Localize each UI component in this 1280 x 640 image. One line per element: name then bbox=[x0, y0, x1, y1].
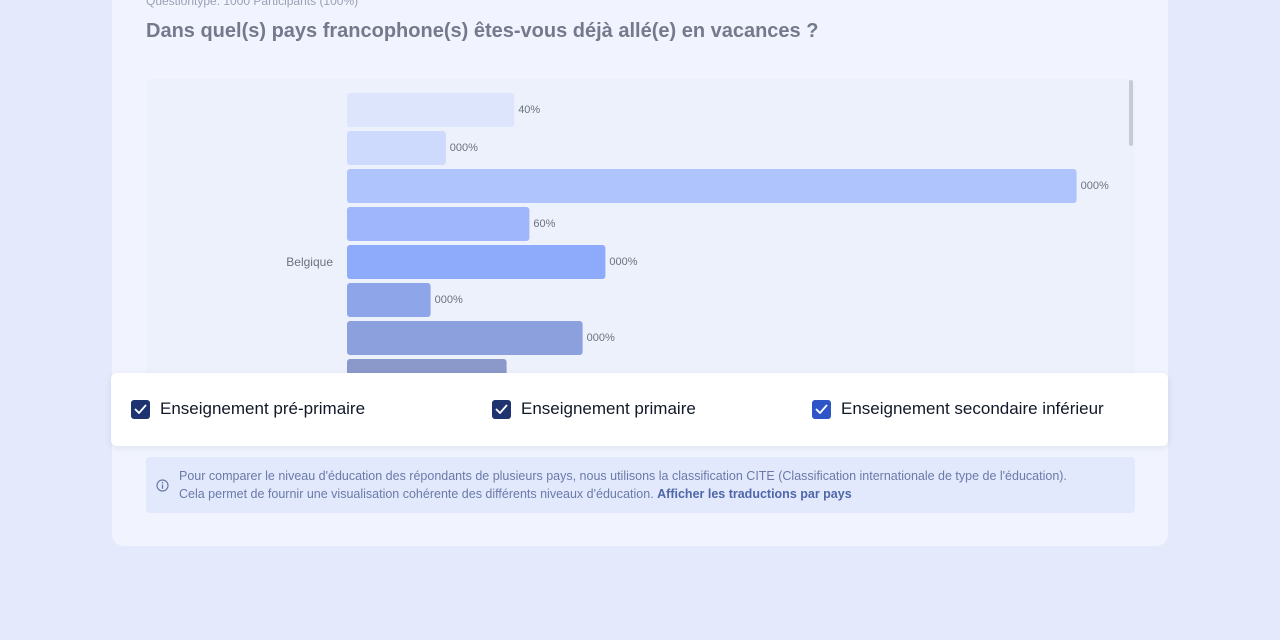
value-label: 60% bbox=[533, 218, 555, 230]
chart: Belgique 40% 000% 000% 60% 000% 000% 000% bbox=[286, 93, 1109, 373]
info-text: Cela permet de fournir une visualisation… bbox=[179, 485, 852, 503]
filter[interactable]: Enseignement pré-primaire bbox=[131, 399, 365, 419]
category-label: Belgique bbox=[286, 255, 333, 269]
chart-panel: Belgique 40% 000% 000% 60% 000% 000% 000% bbox=[146, 79, 1135, 373]
checkbox[interactable] bbox=[812, 399, 831, 419]
value-label: 000% bbox=[609, 256, 637, 268]
value-label: 000% bbox=[587, 332, 615, 344]
checkbox[interactable] bbox=[492, 399, 511, 419]
value-label: 000% bbox=[435, 294, 463, 306]
value-label: 000% bbox=[1081, 180, 1109, 192]
title: Dans quel(s) pays francophone(s) êtes-vo… bbox=[146, 20, 819, 42]
bar bbox=[347, 283, 431, 317]
filter-label: Enseignement pré-primaire bbox=[160, 399, 366, 418]
filter-bar: Enseignement pré-primaire Enseignement pr… bbox=[111, 373, 1168, 446]
filter-label: Enseignement secondaire inférieur bbox=[841, 399, 1104, 418]
filter-label: Enseignement primaire bbox=[521, 399, 696, 418]
bar bbox=[347, 359, 507, 373]
value-label: 000% bbox=[450, 142, 478, 154]
bar bbox=[347, 321, 583, 355]
info-box: Pour comparer le niveau d'éducation des … bbox=[146, 457, 1135, 513]
link[interactable]: Afficher les traductions par pays bbox=[657, 487, 852, 501]
info-icon bbox=[156, 479, 169, 492]
filter[interactable]: Enseignement secondaire inférieur bbox=[812, 399, 1104, 419]
filter[interactable]: Enseignement primaire bbox=[492, 399, 696, 419]
value-label: 40% bbox=[518, 104, 540, 116]
bar bbox=[347, 207, 530, 241]
checkbox[interactable] bbox=[131, 399, 150, 419]
bar bbox=[347, 245, 606, 279]
checkmark bbox=[815, 404, 828, 414]
info-text: Pour comparer le niveau d'éducation des … bbox=[179, 469, 1067, 483]
checkmark bbox=[134, 404, 147, 414]
bar bbox=[347, 169, 1077, 203]
scrollbar[interactable] bbox=[1129, 80, 1133, 146]
bar bbox=[347, 93, 515, 127]
info-text: Cela permet de fournir une visualisation… bbox=[179, 487, 654, 501]
subtitle: Questiontype: 1000 Participants (100%) bbox=[146, 0, 359, 8]
checkmark bbox=[495, 404, 508, 414]
bar bbox=[347, 131, 446, 165]
